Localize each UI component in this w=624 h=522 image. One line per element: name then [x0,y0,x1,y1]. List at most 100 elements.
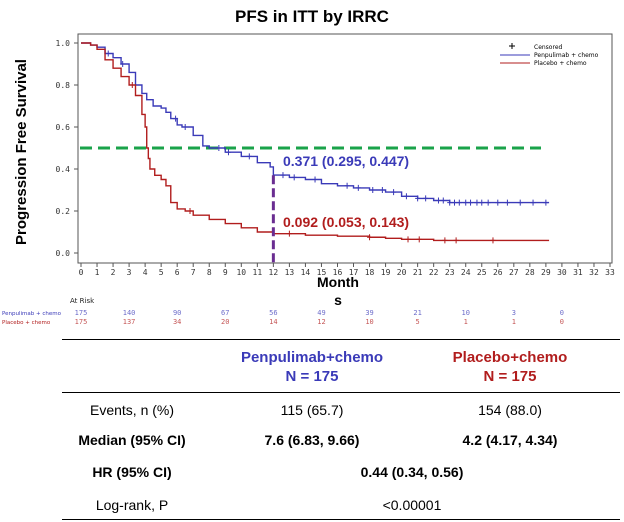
censor-mark [183,124,188,130]
censor-mark [543,200,548,206]
censor-mark [391,189,396,195]
x-tick-label: 13 [285,268,295,277]
x-tick-label: 23 [445,268,455,277]
legend-label-placebo: Placebo + chemo [534,60,587,67]
censor-mark [457,200,462,206]
y-tick-label: 0.6 [56,123,71,132]
at-risk-count: 21 [413,309,421,317]
x-tick-label: 18 [365,268,375,277]
x-tick-label: 32 [589,268,599,277]
summary-table: Penpulimab+chemo N = 175 Placebo+chemo N… [62,337,620,522]
censor-mark [486,200,491,206]
x-tick-label: 33 [605,268,615,277]
at-risk-row-label: Placebo + chemo [2,320,51,326]
x-tick-label: 5 [159,268,164,277]
x-tick-label: 7 [191,268,196,277]
x-axis-label-tail: s [334,292,342,308]
censor-mark [505,200,510,206]
events-arm1: 115 (65.7) [212,402,412,418]
x-tick-label: 0 [79,268,84,277]
censor-mark [106,51,111,57]
x-tick-label: 19 [381,268,391,277]
at-risk-title: At Risk [70,297,95,305]
censor-mark [370,187,375,193]
at-risk-count: 137 [123,318,136,326]
x-tick-label: 24 [461,268,471,277]
at-risk-count: 0 [560,318,564,326]
x-tick-label: 30 [557,268,567,277]
censor-mark [436,198,441,204]
at-risk-count: 56 [269,309,277,317]
logrank-value: <0.00001 [282,497,542,513]
table-bottom-rule [62,519,620,520]
censor-mark [454,237,459,243]
y-axis-label: Progression Free Survival [13,59,30,245]
median-arm2: 4.2 (4.17, 4.34) [410,432,610,448]
at-risk-count: 175 [75,309,88,317]
at-risk-row-label: Penpulimab + chemo [2,311,62,317]
at-risk-count: 10 [462,309,470,317]
x-tick-label: 27 [509,268,519,277]
censor-mark [423,195,428,201]
censor-mark [216,145,221,151]
logrank-label: Log-rank, P [62,497,202,513]
censor-mark [479,200,484,206]
x-tick-label: 22 [429,268,439,277]
at-risk-count: 3 [512,309,516,317]
arm2-n: N = 175 [410,368,610,385]
x-tick-label: 4 [143,268,148,277]
at-risk-count: 49 [317,309,325,317]
landmark-annotation-placebo: 0.092 (0.053, 0.143) [283,214,409,230]
censor-mark [441,198,446,204]
x-tick-label: 26 [493,268,503,277]
legend-censored-label: Censored [534,44,563,51]
x-axis-label: Month [317,274,359,290]
x-tick-label: 11 [253,268,263,277]
at-risk-count: 20 [221,318,229,326]
x-tick-label: 31 [573,268,583,277]
at-risk-count: 67 [221,309,229,317]
censor-mark [468,200,473,206]
at-risk-count: 5 [416,318,420,326]
censor-mark [345,183,350,189]
arm1-n: N = 175 [212,368,412,385]
censor-mark [313,177,318,183]
hr-value: 0.44 (0.34, 0.56) [282,464,542,480]
x-tick-label: 1 [95,268,100,277]
y-tick-label: 0.0 [56,249,71,258]
x-tick-label: 29 [541,268,551,277]
censor-mark [367,234,372,240]
censor-mark [130,82,135,88]
median-arm1: 7.6 (6.83, 9.66) [212,432,412,448]
x-tick-label: 14 [301,268,311,277]
arm2-name: Placebo+chemo [410,349,610,366]
hr-label: HR (95% CI) [62,464,202,480]
censor-mark [280,172,285,178]
x-tick-label: 8 [207,268,212,277]
at-risk-count: 90 [173,309,181,317]
at-risk-count: 140 [123,309,136,317]
censor-mark [404,193,409,199]
censor-mark [531,200,536,206]
censor-mark [463,200,468,206]
x-tick-label: 21 [413,268,423,277]
at-risk-count: 10 [365,318,373,326]
chart-title: PFS in ITT by IRRC [235,7,389,26]
censor-mark [226,149,231,155]
median-label: Median (95% CI) [62,432,202,448]
censor-mark [247,153,252,159]
x-tick-label: 2 [111,268,116,277]
at-risk-count: 0 [560,309,564,317]
table-header-rule [62,392,620,393]
y-tick-label: 0.4 [56,165,71,174]
arm1-name: Penpulimab+chemo [212,349,412,366]
censor-mark [474,200,479,206]
censor-mark [518,200,523,206]
x-tick-label: 12 [269,268,279,277]
censor-mark [442,237,447,243]
censor-mark [406,236,411,242]
censor-mark [287,231,292,237]
legend-label-penpulimab: Penpulimab + chemo [534,52,599,59]
censor-mark [188,208,193,214]
events-arm2: 154 (88.0) [410,402,610,418]
